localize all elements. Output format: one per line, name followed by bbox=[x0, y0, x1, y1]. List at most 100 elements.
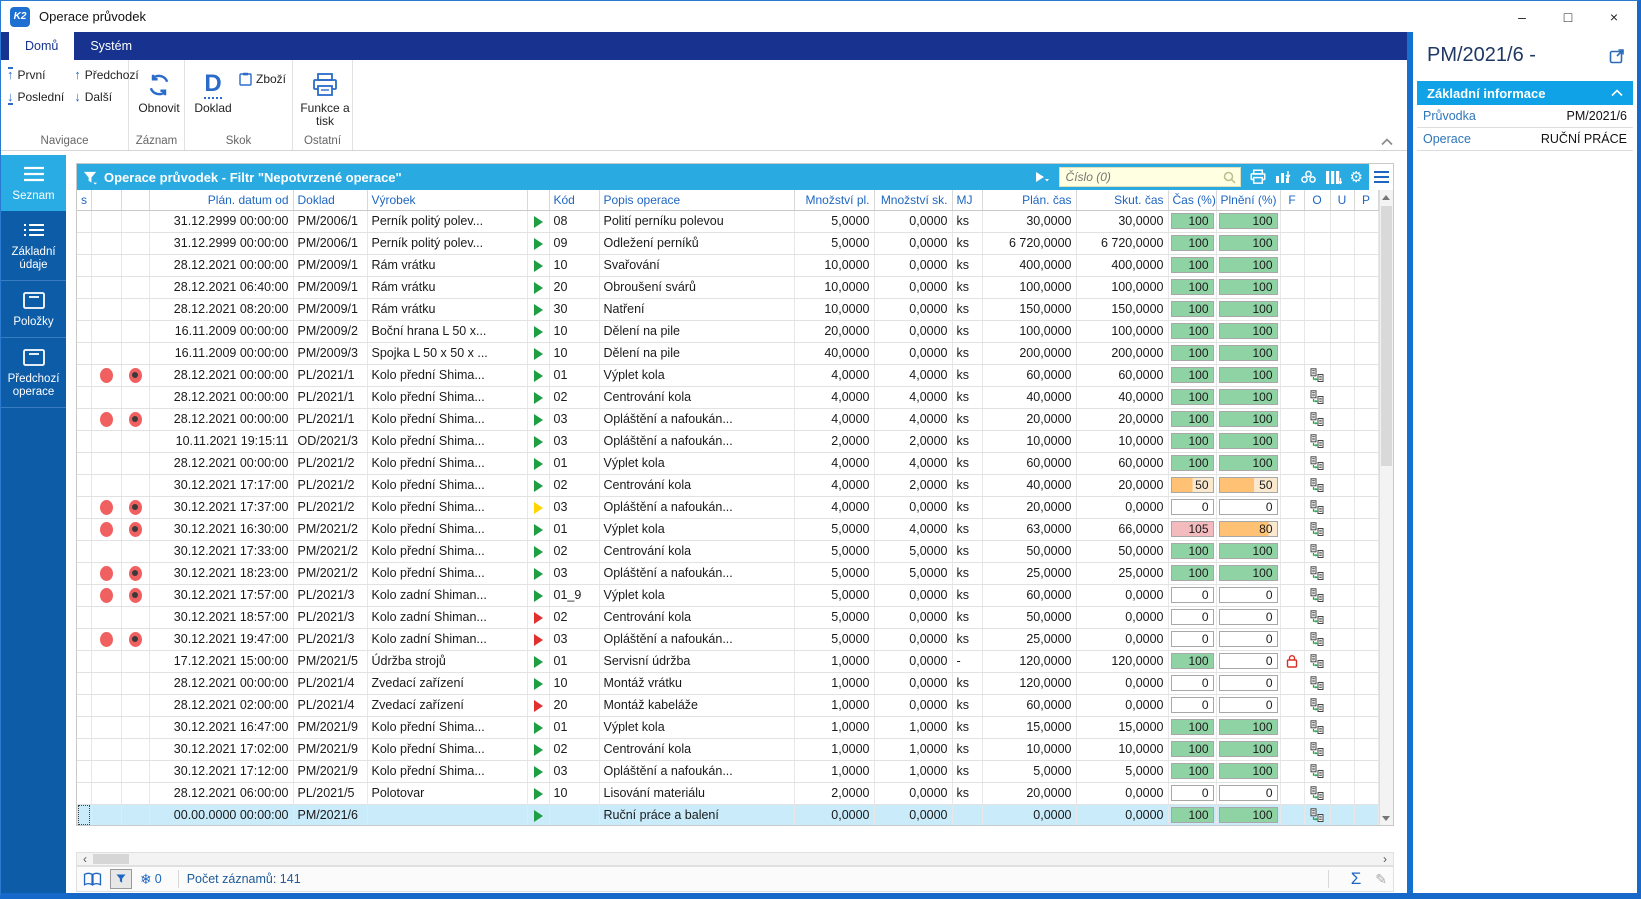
cell-mj[interactable]: ks bbox=[952, 760, 983, 783]
cell-ind1[interactable] bbox=[91, 298, 122, 321]
column-header-ind1[interactable] bbox=[91, 190, 122, 211]
cell-mj[interactable]: ks bbox=[952, 210, 983, 233]
cell-cas[interactable]: 0 bbox=[1168, 628, 1217, 651]
cell-vyrobek[interactable]: Údržba strojů bbox=[367, 650, 528, 673]
cell-doklad[interactable]: PL/2021/5 bbox=[293, 782, 368, 805]
cell-ind1[interactable] bbox=[91, 364, 122, 387]
cell-pln[interactable]: 100 bbox=[1216, 760, 1281, 783]
cell-s[interactable] bbox=[77, 496, 92, 519]
cell-sk[interactable]: 1,0000 bbox=[874, 760, 953, 783]
cell-pln[interactable]: 0 bbox=[1216, 650, 1281, 673]
cell-o[interactable] bbox=[1304, 606, 1331, 629]
cell-p[interactable] bbox=[1354, 474, 1379, 497]
cell-ind2[interactable] bbox=[121, 298, 150, 321]
cell-ind1[interactable] bbox=[91, 342, 122, 365]
column-header-datum[interactable]: Plán. datum od bbox=[149, 190, 294, 211]
cell-pln[interactable]: 100 bbox=[1216, 320, 1281, 343]
last-button[interactable]: ↓ Poslední bbox=[7, 89, 65, 105]
cell-u[interactable] bbox=[1330, 540, 1355, 563]
cell-sk[interactable]: 1,0000 bbox=[874, 738, 953, 761]
cell-ind2[interactable] bbox=[121, 430, 150, 453]
cell-arrow[interactable] bbox=[527, 254, 550, 277]
cell-cas[interactable]: 100 bbox=[1168, 650, 1217, 673]
cell-doklad[interactable]: PM/2009/1 bbox=[293, 254, 368, 277]
cell-p[interactable] bbox=[1354, 232, 1379, 255]
cell-doklad[interactable]: PM/2009/2 bbox=[293, 320, 368, 343]
cell-popis[interactable]: Obroušení svárů bbox=[599, 276, 795, 299]
cell-cas[interactable]: 100 bbox=[1168, 430, 1217, 453]
cell-vyrobek[interactable]: Kolo přední Shima... bbox=[367, 716, 528, 739]
cell-p[interactable] bbox=[1354, 342, 1379, 365]
column-header-arrow[interactable] bbox=[527, 190, 550, 211]
cell-u[interactable] bbox=[1330, 562, 1355, 585]
cell-kod[interactable]: 10 bbox=[549, 320, 600, 343]
cell-o[interactable] bbox=[1304, 298, 1331, 321]
cell-doklad[interactable]: PL/2021/2 bbox=[293, 452, 368, 475]
table-row[interactable]: 28.12.2021 08:20:00 PM/2009/1 Rám vrátku 30… bbox=[77, 298, 1379, 321]
cell-f[interactable] bbox=[1280, 804, 1305, 825]
cell-pc[interactable]: 10,0000 bbox=[982, 430, 1077, 453]
cell-sk[interactable]: 0,0000 bbox=[874, 298, 953, 321]
cell-f[interactable] bbox=[1280, 496, 1305, 519]
cell-arrow[interactable] bbox=[527, 606, 550, 629]
table-row[interactable]: 30.12.2021 16:30:00 PM/2021/2 Kolo přední … bbox=[77, 518, 1379, 541]
cell-ind2[interactable] bbox=[121, 474, 150, 497]
cell-sc[interactable]: 0,0000 bbox=[1076, 694, 1169, 717]
cell-vyrobek[interactable]: Rám vrátku bbox=[367, 276, 528, 299]
cell-kod[interactable]: 03 bbox=[549, 408, 600, 431]
cell-pl[interactable]: 4,0000 bbox=[794, 496, 875, 519]
cell-doklad[interactable]: PM/2021/2 bbox=[293, 518, 368, 541]
panel-field-operace[interactable]: Operace RUČNÍ PRÁCE bbox=[1417, 128, 1633, 151]
cell-ind2[interactable] bbox=[121, 496, 150, 519]
cell-pl[interactable]: 4,0000 bbox=[794, 386, 875, 409]
cell-pl[interactable]: 4,0000 bbox=[794, 364, 875, 387]
cell-datum[interactable]: 17.12.2021 15:00:00 bbox=[149, 650, 294, 673]
cell-datum[interactable]: 28.12.2021 00:00:00 bbox=[149, 386, 294, 409]
cell-o[interactable] bbox=[1304, 694, 1331, 717]
table-row[interactable]: 28.12.2021 00:00:00 PL/2021/4 Zvedací zaří… bbox=[77, 672, 1379, 695]
cell-doklad[interactable]: PM/2021/2 bbox=[293, 562, 368, 585]
cell-datum[interactable]: 31.12.2999 00:00:00 bbox=[149, 210, 294, 233]
cell-cas[interactable]: 0 bbox=[1168, 672, 1217, 695]
cell-pc[interactable]: 20,0000 bbox=[982, 782, 1077, 805]
cell-mj[interactable]: ks bbox=[952, 298, 983, 321]
table-row[interactable]: 30.12.2021 17:02:00 PM/2021/9 Kolo přední … bbox=[77, 738, 1379, 761]
cell-sk[interactable]: 4,0000 bbox=[874, 518, 953, 541]
cell-kod[interactable]: 02 bbox=[549, 540, 600, 563]
search-input[interactable] bbox=[1063, 169, 1223, 185]
cell-pln[interactable]: 100 bbox=[1216, 540, 1281, 563]
cell-mj[interactable]: ks bbox=[952, 232, 983, 255]
cell-s[interactable] bbox=[77, 518, 92, 541]
cell-doklad[interactable]: PM/2021/9 bbox=[293, 716, 368, 739]
cell-arrow[interactable] bbox=[527, 782, 550, 805]
cell-u[interactable] bbox=[1330, 716, 1355, 739]
cell-o[interactable] bbox=[1304, 386, 1331, 409]
cell-f[interactable] bbox=[1280, 672, 1305, 695]
cell-pc[interactable]: 100,0000 bbox=[982, 276, 1077, 299]
column-header-u[interactable]: U bbox=[1330, 190, 1355, 211]
cell-sc[interactable]: 66,0000 bbox=[1076, 518, 1169, 541]
cell-pc[interactable]: 40,0000 bbox=[982, 386, 1077, 409]
cell-p[interactable] bbox=[1354, 738, 1379, 761]
table-row[interactable]: 30.12.2021 17:33:00 PM/2021/2 Kolo přední … bbox=[77, 540, 1379, 563]
cell-pl[interactable]: 4,0000 bbox=[794, 408, 875, 431]
search-icon[interactable] bbox=[1223, 171, 1236, 184]
cell-s[interactable] bbox=[77, 606, 92, 629]
cell-cas[interactable]: 100 bbox=[1168, 452, 1217, 475]
cell-o[interactable] bbox=[1304, 276, 1331, 299]
cell-u[interactable] bbox=[1330, 518, 1355, 541]
cell-pl[interactable]: 10,0000 bbox=[794, 298, 875, 321]
cell-doklad[interactable]: PM/2009/1 bbox=[293, 298, 368, 321]
cell-pc[interactable]: 150,0000 bbox=[982, 298, 1077, 321]
cell-sk[interactable]: 0,0000 bbox=[874, 694, 953, 717]
cell-popis[interactable]: Výplet kola bbox=[599, 452, 795, 475]
cell-pln[interactable]: 100 bbox=[1216, 210, 1281, 233]
cell-pln[interactable]: 0 bbox=[1216, 606, 1281, 629]
cell-u[interactable] bbox=[1330, 320, 1355, 343]
cell-doklad[interactable]: PL/2021/2 bbox=[293, 474, 368, 497]
cell-arrow[interactable] bbox=[527, 518, 550, 541]
cell-s[interactable] bbox=[77, 738, 92, 761]
cell-doklad[interactable]: PL/2021/4 bbox=[293, 672, 368, 695]
cell-s[interactable] bbox=[77, 298, 92, 321]
column-header-s[interactable]: s bbox=[77, 190, 92, 211]
